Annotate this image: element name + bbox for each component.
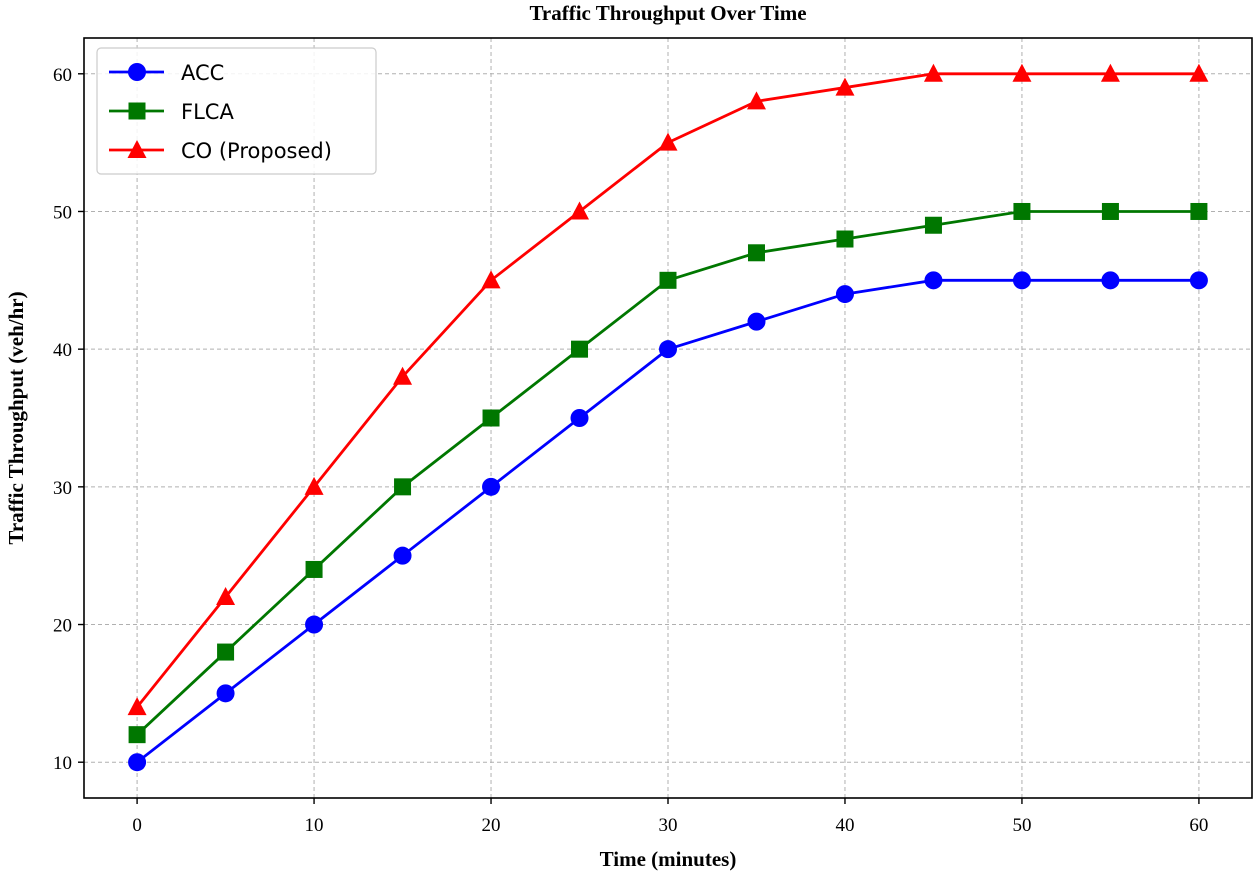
data-point-flca <box>217 643 235 661</box>
data-point-flca <box>305 560 323 578</box>
data-point-acc <box>924 271 943 290</box>
data-point-acc <box>747 312 766 331</box>
y-tick-label: 20 <box>53 616 72 637</box>
data-point-co-proposed <box>216 586 236 605</box>
data-point-flca <box>747 244 765 262</box>
legend-label: CO (Proposed) <box>181 139 332 163</box>
chart-title: Traffic Throughput Over Time <box>529 1 806 25</box>
data-point-co-proposed <box>658 132 678 151</box>
data-point-co-proposed <box>746 91 766 110</box>
data-point-acc <box>835 285 854 304</box>
data-point-co-proposed <box>835 77 855 96</box>
data-point-acc <box>1189 271 1208 290</box>
data-point-flca <box>924 216 942 234</box>
y-tick-label: 40 <box>53 340 72 361</box>
data-point-co-proposed <box>1012 63 1032 82</box>
data-point-acc <box>570 409 589 427</box>
data-point-co-proposed <box>1100 63 1120 82</box>
series-co-proposed <box>127 63 1209 716</box>
x-tick-label: 50 <box>1012 815 1031 836</box>
data-point-acc <box>1012 271 1031 290</box>
x-tick-label: 0 <box>132 815 142 836</box>
data-point-co-proposed <box>481 270 501 289</box>
legend-marker <box>127 140 147 158</box>
y-tick-label: 50 <box>53 202 72 223</box>
data-point-acc <box>482 477 501 496</box>
data-point-co-proposed <box>923 63 943 82</box>
data-point-flca <box>128 726 146 744</box>
data-point-flca <box>1101 202 1119 220</box>
data-point-acc <box>659 340 677 359</box>
data-point-flca <box>482 409 500 427</box>
legend-marker <box>128 102 146 120</box>
data-point-acc <box>128 753 147 772</box>
y-axis-label: Traffic Throughput (veh/hr) <box>4 291 28 544</box>
x-tick-label: 30 <box>659 815 678 836</box>
legend-marker <box>128 63 146 81</box>
x-tick-label: 60 <box>1189 815 1208 836</box>
series-layer <box>127 63 1209 772</box>
data-point-co-proposed <box>1189 63 1209 82</box>
x-tick-label: 20 <box>482 815 501 836</box>
x-tick-label: 10 <box>305 815 324 836</box>
data-point-co-proposed <box>570 201 590 220</box>
legend-label: FLCA <box>181 100 234 124</box>
legend: ACC FLCA CO (Proposed) <box>96 47 377 175</box>
data-point-acc <box>1101 271 1120 290</box>
x-tick-label: 40 <box>835 815 854 836</box>
data-point-flca <box>1013 202 1031 220</box>
y-tick-label: 60 <box>53 65 72 86</box>
data-point-flca <box>836 230 854 248</box>
plot-frame <box>83 37 1253 799</box>
series-acc <box>128 271 1208 772</box>
data-point-acc <box>393 546 412 565</box>
data-point-flca <box>571 340 589 358</box>
y-tick-label: 10 <box>53 753 72 774</box>
data-point-co-proposed <box>393 366 413 385</box>
data-point-co-proposed <box>304 476 324 495</box>
series-flca <box>128 202 1208 744</box>
legend-box <box>96 47 377 175</box>
data-point-co-proposed <box>127 697 147 716</box>
data-point-flca <box>1190 202 1208 220</box>
x-axis-label: Time (minutes) <box>600 847 737 871</box>
data-point-flca <box>394 478 412 496</box>
legend-label: ACC <box>181 61 224 85</box>
data-point-acc <box>216 684 235 703</box>
data-point-acc <box>305 615 324 634</box>
data-point-flca <box>659 271 677 289</box>
y-tick-label: 30 <box>53 478 72 499</box>
axes-layer: 0 10 20 30 40 50 60 10 20 30 40 50 60 <box>53 65 1208 836</box>
